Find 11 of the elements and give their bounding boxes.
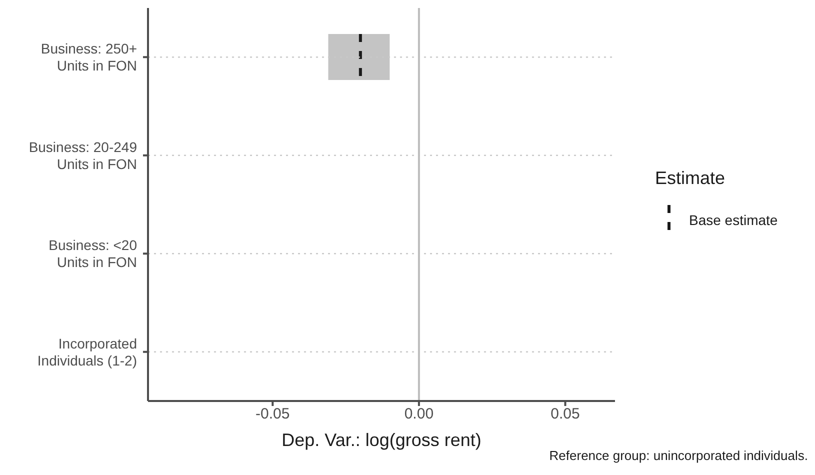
x-tick-label: 0.00 (404, 406, 434, 423)
legend-title: Estimate (655, 168, 726, 189)
y-tick-label: Incorporated Individuals (1-2) (37, 335, 137, 368)
x-axis-title: Dep. Var.: log(gross rent) (282, 430, 482, 450)
y-tick-label: Business: <20 Units in FON (48, 237, 138, 270)
y-tick-label: Business: 20-249 Units in FON (28, 138, 138, 172)
x-tick-label: 0.05 (550, 406, 580, 423)
y-tick-label: Business: 250+ Units in FON (40, 40, 137, 74)
x-tick-label: -0.05 (256, 406, 290, 423)
text: Base estimate (689, 212, 778, 228)
text: Reference group: unincorporated individuals. (549, 448, 808, 463)
